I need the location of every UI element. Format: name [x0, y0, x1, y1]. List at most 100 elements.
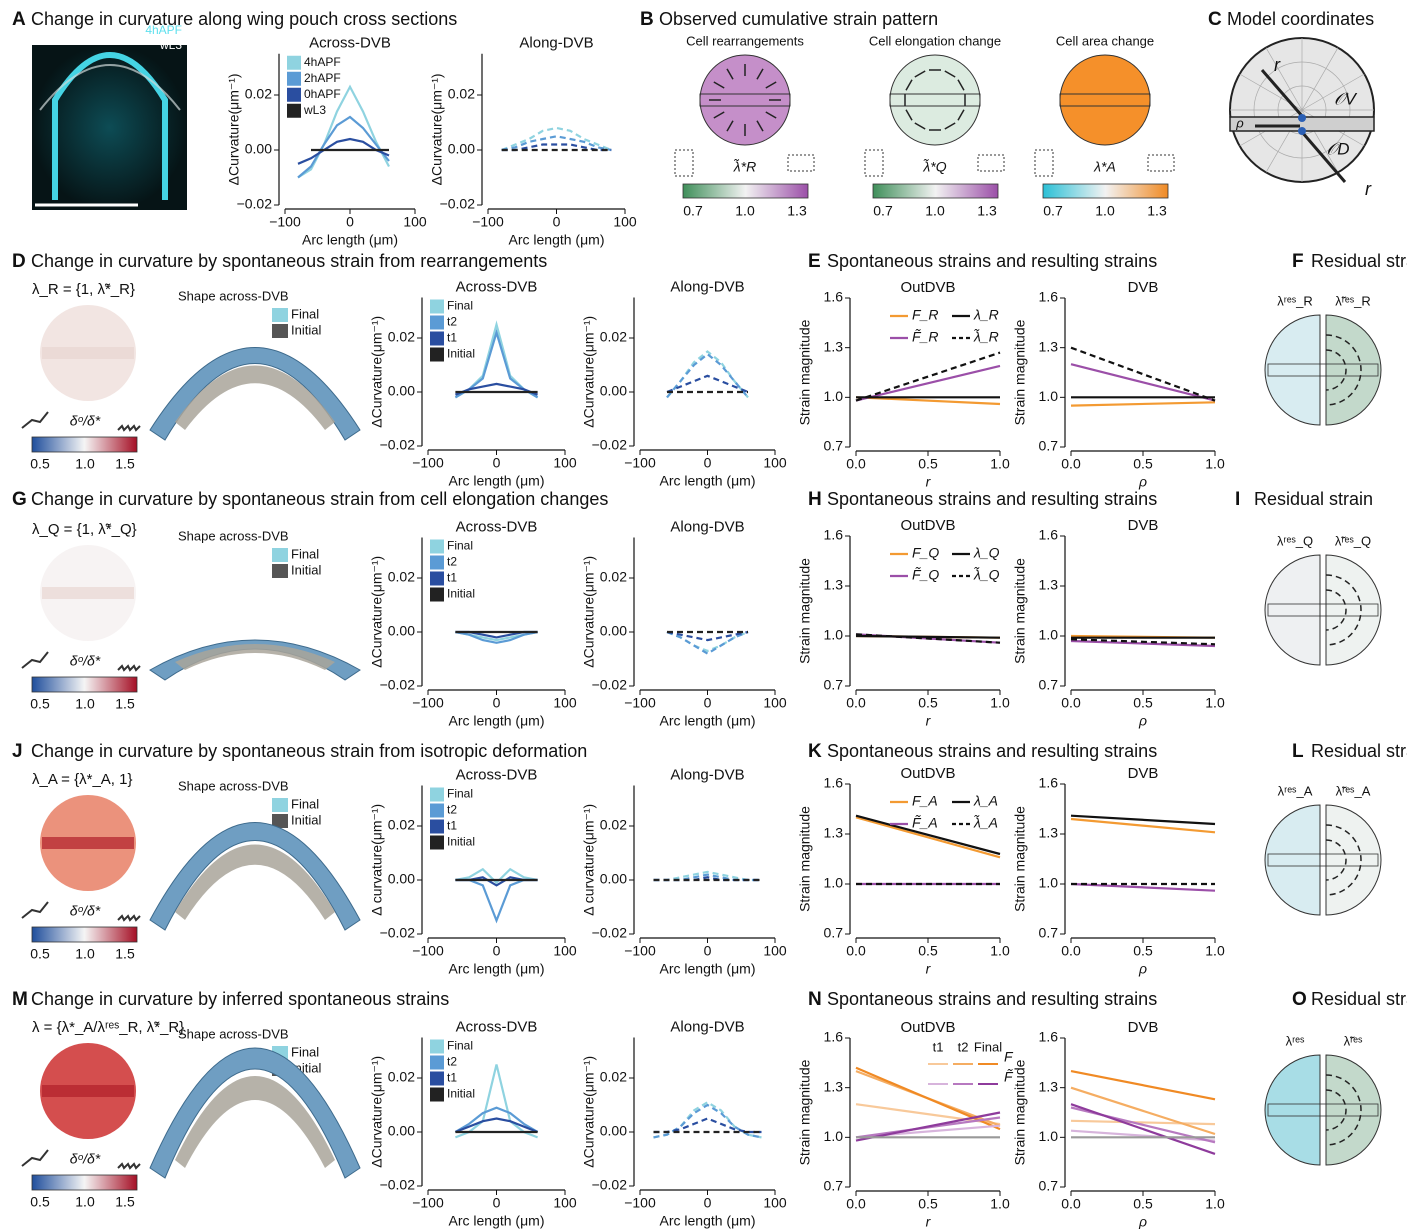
y-tick-label: −0.02 [592, 437, 628, 453]
x-tick-label: 1.0 [990, 1196, 1010, 1212]
c-label: 𝒪V [1334, 89, 1358, 108]
shape-legend-swatch [272, 548, 288, 562]
y-tick-label: 0.7 [824, 925, 844, 941]
y-tick-label: 1.6 [1039, 775, 1059, 791]
panel-letter: B [640, 9, 654, 30]
panel-title: Spontaneous strains and resulting strain… [827, 989, 1157, 1009]
x-axis-label: Arc length (μm) [660, 961, 756, 977]
c-label: ρ [1235, 115, 1244, 130]
legend-swatch [430, 1088, 444, 1102]
x-tick-label: 1.0 [1205, 943, 1225, 959]
legend-label: t2 [447, 555, 457, 569]
x-tick-label: 0.0 [1061, 943, 1081, 959]
x-tick-label: −100 [624, 1195, 656, 1211]
colorbar-label: 1.0 [925, 203, 945, 219]
legend-swatch [430, 820, 444, 834]
legend-label: Final [447, 299, 473, 313]
y-axis-label: Strain magnitude [797, 319, 813, 425]
x-tick-label: 100 [553, 943, 577, 959]
y-tick-label: 0.00 [600, 383, 627, 399]
y-tick-label: −0.02 [380, 1177, 416, 1193]
x-axis-label: Arc length (μm) [449, 961, 545, 977]
y-axis-label: Strain magnitude [797, 806, 813, 912]
colorbar [32, 927, 137, 942]
y-tick-label: 0.00 [448, 141, 475, 157]
y-tick-label: 0.00 [600, 871, 627, 887]
y-tick-label: 0.7 [1039, 925, 1059, 941]
y-tick-label: 0.7 [1039, 438, 1059, 454]
y-axis-label: Δ curvature(μm⁻¹) [581, 804, 597, 916]
y-axis-label: ΔCurvature(μm⁻¹) [429, 73, 445, 185]
legend-label: λ_R [973, 307, 999, 323]
chart-title: Along-DVB [670, 278, 744, 295]
colorbar-label: 1.5 [115, 696, 135, 712]
shape-legend-swatch [272, 324, 288, 338]
y-tick-label: 0.7 [1039, 677, 1059, 693]
y-tick-label: 1.0 [824, 875, 844, 891]
colorbar-label: 1.5 [115, 456, 135, 472]
legend-swatch [430, 1056, 444, 1070]
c-label: r [1274, 55, 1281, 75]
y-tick-label: 1.6 [824, 1029, 844, 1045]
y-tick-label: −0.02 [237, 196, 273, 212]
legend-label: F̃_A [912, 815, 938, 831]
y-tick-label: 0.02 [388, 329, 415, 345]
panel-letter: G [12, 489, 27, 510]
y-tick-label: −0.02 [380, 677, 416, 693]
x-tick-label: 100 [763, 695, 787, 711]
y-tick-label: 0.00 [388, 623, 415, 639]
formula: λ_Q = {1, λ̃*_Q} [32, 521, 137, 538]
legend-label: Final [447, 539, 473, 553]
y-axis-label: ΔCurvature(μm⁻¹) [369, 316, 385, 428]
formula: λ = {λ*_A/λʳᵉˢ_R, λ̃*_R} [32, 1019, 184, 1036]
chart-title: DVB [1128, 765, 1159, 782]
colorbar-label: 0.5 [30, 1194, 50, 1210]
x-tick-label: 0.0 [1061, 1196, 1081, 1212]
x-tick-label: 1.0 [990, 456, 1010, 472]
b-symbol: λ̃*R [733, 159, 756, 175]
x-tick-label: 0.0 [846, 1196, 866, 1212]
b-subtitle: Cell elongation change [869, 33, 1001, 48]
legend-column: t2 [958, 1039, 969, 1054]
panel-title: Change in curvature by spontaneous strai… [31, 251, 547, 271]
x-tick-label: 0.5 [918, 943, 938, 959]
x-axis-label: ρ [1138, 961, 1147, 977]
x-axis-label: Arc length (μm) [509, 232, 605, 248]
panel-title: Observed cumulative strain pattern [659, 9, 938, 29]
legend-label: t2 [447, 803, 457, 817]
colorbar [873, 184, 998, 198]
y-tick-label: 1.0 [824, 627, 844, 643]
legend-swatch [430, 316, 444, 330]
y-tick-label: 1.6 [824, 775, 844, 791]
legend-swatch [430, 572, 444, 586]
y-tick-label: 1.3 [1039, 825, 1059, 841]
y-tick-label: 0.00 [388, 383, 415, 399]
y-tick-label: 1.3 [824, 577, 844, 593]
y-tick-label: 0.02 [600, 1069, 627, 1085]
panel-title: Spontaneous strains and resulting strain… [827, 489, 1157, 509]
legend-label: Initial [447, 587, 475, 601]
panel-title: Model coordinates [1227, 9, 1374, 29]
y-tick-label: 1.3 [824, 1078, 844, 1094]
shape-title: Shape across-DVB [178, 528, 289, 543]
legend-label: λ̃_A [973, 815, 998, 831]
y-tick-label: 0.7 [824, 438, 844, 454]
panel-title: Residual strain [1311, 741, 1407, 761]
y-tick-label: 1.0 [824, 1128, 844, 1144]
colorbar-label: 1.0 [1095, 203, 1115, 219]
legend-swatch [287, 88, 301, 102]
b-symbol: λ*A [1093, 159, 1116, 175]
y-tick-label: 1.6 [1039, 1029, 1059, 1045]
legend-swatch [430, 804, 444, 818]
chart-title: Across-DVB [456, 278, 538, 295]
y-tick-label: 0.02 [388, 817, 415, 833]
residual-label: λ̃ʳᵉˢ_A [1336, 783, 1371, 798]
colorbar-label: 1.5 [115, 1194, 135, 1210]
ratio-label: δᵒ/δ* [70, 653, 101, 669]
panel-letter: M [12, 989, 28, 1010]
ratio-label: δᵒ/δ* [70, 413, 101, 429]
x-tick-label: 0.5 [918, 1196, 938, 1212]
legend-swatch [430, 300, 444, 314]
chart-title: Along-DVB [519, 35, 593, 52]
x-tick-label: 0 [704, 455, 712, 471]
